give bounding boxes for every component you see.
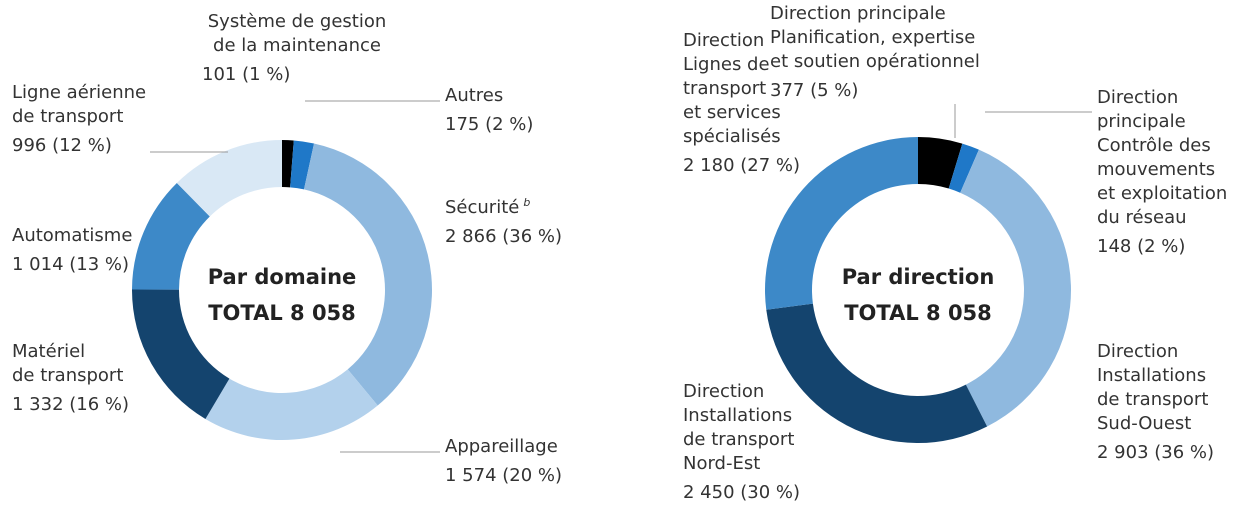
chart-title: Par direction — [842, 265, 995, 289]
slice-label: Matériel de transport — [12, 341, 123, 386]
value-label: 2 180 (27 %) — [683, 155, 800, 176]
slice-label: Ligne aérienne de transport — [12, 82, 146, 127]
value-label: 377 (5 %) — [770, 80, 858, 101]
donut-slice — [948, 143, 979, 193]
value-label: 2 903 (36 %) — [1097, 442, 1214, 463]
footnote-mark: b — [523, 196, 530, 209]
slice-label: Appareillage — [445, 436, 558, 457]
donut-slice — [765, 137, 918, 310]
value-label: 101 (1 %) — [202, 64, 290, 85]
donut-slice — [918, 137, 963, 189]
value-label: 1 014 (13 %) — [12, 254, 129, 275]
slice-label: Direction principale Planification, exper… — [770, 3, 980, 72]
slice-label: Système de gestion de la maintenance — [208, 11, 387, 56]
donut-slice — [132, 183, 210, 290]
donut-slice — [205, 369, 378, 440]
slice-label: Sécurité b — [445, 196, 530, 218]
chart-total: TOTAL 8 058 — [844, 301, 992, 325]
slice-label: Direction Installations de transport Sud-Ou… — [1097, 341, 1208, 434]
chart-title: Par domaine — [208, 265, 357, 289]
slice-label: Automatisme — [12, 225, 132, 246]
chart-total: TOTAL 8 058 — [208, 301, 356, 325]
donut-slice — [960, 149, 1071, 427]
donut-slice — [132, 289, 230, 419]
value-label: 1 574 (20 %) — [445, 465, 562, 486]
donut-slice — [282, 140, 294, 188]
slice-label: Autres — [445, 85, 503, 106]
value-label: 996 (12 %) — [12, 135, 112, 156]
value-label: 2 866 (36 %) — [445, 226, 562, 247]
value-label: 175 (2 %) — [445, 114, 533, 135]
slice-label: Direction Installations de transport Nord-E… — [683, 381, 794, 474]
donut-slice — [176, 140, 282, 217]
slice-label: Direction principale Contrôle des mouvement… — [1097, 87, 1227, 228]
donut-slice — [290, 140, 315, 190]
donut-slice — [766, 303, 988, 443]
value-label: 148 (2 %) — [1097, 236, 1185, 257]
donut-slice — [303, 143, 433, 406]
value-label: 2 450 (30 %) — [683, 482, 800, 503]
slice-label: Direction Lignes de transport et services sp… — [683, 30, 781, 147]
value-label: 1 332 (16 %) — [12, 394, 129, 415]
